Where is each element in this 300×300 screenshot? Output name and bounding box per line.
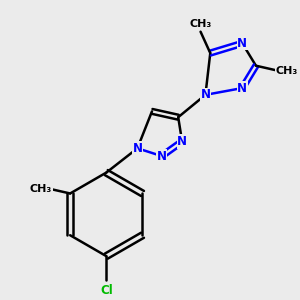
- Text: CH₃: CH₃: [276, 66, 298, 76]
- Text: CH₃: CH₃: [30, 184, 52, 194]
- Text: N: N: [200, 88, 210, 101]
- Text: N: N: [237, 37, 247, 50]
- Text: N: N: [132, 142, 142, 155]
- Text: N: N: [157, 150, 167, 163]
- Text: N: N: [177, 135, 187, 148]
- Text: CH₃: CH₃: [189, 19, 212, 29]
- Text: Cl: Cl: [100, 284, 113, 297]
- Text: N: N: [237, 82, 247, 94]
